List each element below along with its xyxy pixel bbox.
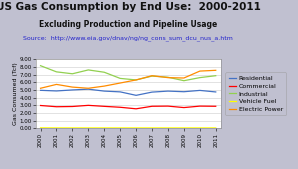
Vehicle Fuel <box>214 127 218 129</box>
Industrial <box>71 73 74 75</box>
Residential <box>166 90 170 92</box>
Vehicle Fuel <box>182 127 186 129</box>
Commercial <box>134 108 138 110</box>
Commercial <box>150 105 154 107</box>
Line: Commercial: Commercial <box>41 105 216 109</box>
Industrial <box>134 79 138 81</box>
Electric Power <box>71 86 74 88</box>
Electric Power <box>214 69 218 71</box>
Industrial <box>86 69 90 71</box>
Industrial <box>118 77 122 79</box>
Commercial <box>39 104 42 106</box>
Industrial <box>103 71 106 73</box>
Y-axis label: Gas Consumed (Tcf): Gas Consumed (Tcf) <box>13 62 18 125</box>
Vehicle Fuel <box>86 127 90 129</box>
Electric Power <box>86 87 90 89</box>
Legend: Residential, Commercial, Industrial, Vehicle Fuel, Electric Power: Residential, Commercial, Industrial, Veh… <box>226 72 286 115</box>
Industrial <box>55 71 58 73</box>
Residential <box>134 94 138 96</box>
Commercial <box>86 104 90 106</box>
Text: Source:  http://www.eia.gov/dnav/ng/ng_cons_sum_dcu_nus_a.htm: Source: http://www.eia.gov/dnav/ng/ng_co… <box>23 35 233 41</box>
Commercial <box>182 107 186 109</box>
Vehicle Fuel <box>71 127 74 129</box>
Electric Power <box>166 77 170 79</box>
Industrial <box>150 75 154 77</box>
Commercial <box>55 106 58 108</box>
Commercial <box>118 106 122 108</box>
Vehicle Fuel <box>198 127 202 129</box>
Vehicle Fuel <box>118 127 122 129</box>
Vehicle Fuel <box>166 127 170 129</box>
Vehicle Fuel <box>55 127 58 129</box>
Electric Power <box>198 70 202 72</box>
Residential <box>86 88 90 90</box>
Line: Residential: Residential <box>41 89 216 95</box>
Text: US Gas Consumption by End Use:  2000-2011: US Gas Consumption by End Use: 2000-2011 <box>0 2 260 12</box>
Electric Power <box>39 87 42 89</box>
Vehicle Fuel <box>103 127 106 129</box>
Line: Electric Power: Electric Power <box>41 70 216 88</box>
Vehicle Fuel <box>39 127 42 129</box>
Residential <box>198 89 202 91</box>
Residential <box>71 89 74 91</box>
Commercial <box>71 105 74 107</box>
Electric Power <box>55 83 58 85</box>
Residential <box>214 91 218 93</box>
Industrial <box>182 80 186 82</box>
Residential <box>150 91 154 93</box>
Vehicle Fuel <box>150 127 154 129</box>
Electric Power <box>150 75 154 77</box>
Commercial <box>166 105 170 107</box>
Residential <box>118 91 122 93</box>
Industrial <box>39 65 42 67</box>
Residential <box>39 89 42 91</box>
Electric Power <box>134 79 138 81</box>
Line: Industrial: Industrial <box>41 66 216 81</box>
Commercial <box>214 105 218 107</box>
Residential <box>182 91 186 93</box>
Vehicle Fuel <box>134 127 138 129</box>
Commercial <box>198 105 202 107</box>
Electric Power <box>118 82 122 84</box>
Residential <box>55 90 58 92</box>
Text: Excluding Production and Pipeline Usage: Excluding Production and Pipeline Usage <box>39 20 217 29</box>
Industrial <box>166 76 170 78</box>
Commercial <box>103 105 106 107</box>
Industrial <box>198 77 202 79</box>
Electric Power <box>103 85 106 87</box>
Electric Power <box>182 77 186 79</box>
Industrial <box>214 75 218 77</box>
Residential <box>103 90 106 92</box>
